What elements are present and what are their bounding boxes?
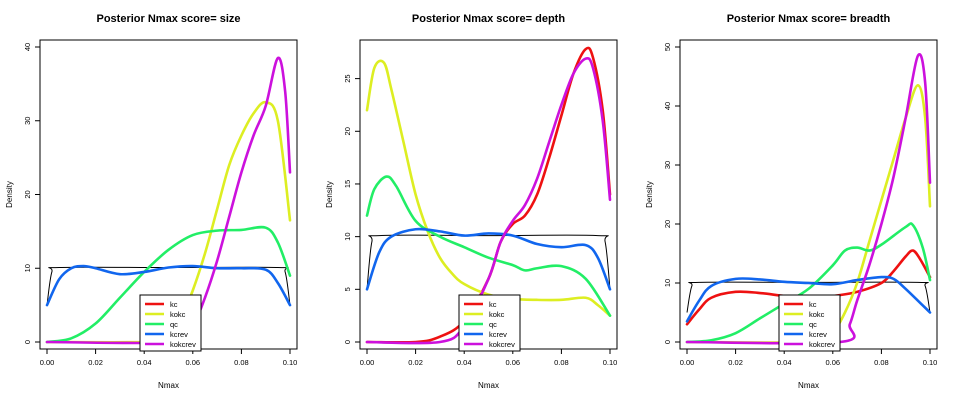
y-axis-title: Density	[5, 181, 14, 208]
legend-label-kcrev: kcrev	[489, 330, 507, 339]
y-tick-label: 40	[23, 43, 32, 51]
y-tick-label: 30	[23, 117, 32, 125]
y-axis-title: Density	[645, 181, 654, 208]
y-axis-title: Density	[325, 181, 334, 208]
legend-label-qc: qc	[809, 320, 817, 329]
y-tick-label: 20	[23, 190, 32, 198]
x-tick-label: 0.04	[457, 358, 472, 367]
x-tick-label: 0.08	[234, 358, 249, 367]
series-line-qc	[685, 222, 932, 344]
legend-label-kokc: kokc	[489, 310, 505, 319]
reference-line	[366, 234, 611, 290]
x-tick-label: 0.02	[88, 358, 103, 367]
series-line-kokc	[365, 59, 612, 317]
chart-panel-3: Posterior Nmax score= breadth 0.00 0.02 0.0…	[645, 13, 938, 390]
y-tick-label: 0	[663, 340, 672, 344]
x-axis-title: Nmax	[798, 381, 819, 390]
x-tick-label: 0.06	[185, 358, 200, 367]
x-axis-title: Nmax	[158, 381, 179, 390]
legend-label-kc: kc	[489, 300, 497, 309]
y-tick-label: 50	[663, 43, 672, 51]
legend-label-kokcrev: kokcrev	[489, 340, 515, 349]
x-tick-label: 0.04	[137, 358, 152, 367]
y-tick-label: 5	[343, 287, 352, 291]
legend-label-kc: kc	[809, 300, 817, 309]
x-tick-label: 0.00	[360, 358, 375, 367]
legend-label-kokc: kokc	[809, 310, 825, 319]
series-line-kcrev	[45, 264, 292, 307]
legend-label-kokcrev: kokcrev	[809, 340, 835, 349]
chart-title: Posterior Nmax score= size	[97, 13, 241, 25]
legend-label-kokc: kokc	[170, 310, 186, 319]
x-tick-label: 0.06	[505, 358, 520, 367]
legend-label-kc: kc	[170, 300, 178, 309]
series-line-qc	[45, 225, 292, 344]
y-tick-label: 40	[663, 102, 672, 110]
x-tick-label: 0.02	[728, 358, 743, 367]
y-tick-label: 10	[343, 232, 352, 240]
series-line-kcrev	[685, 275, 932, 323]
series-line-kc	[365, 46, 612, 344]
y-tick-label: 20	[343, 127, 352, 135]
legend-label-kcrev: kcrev	[809, 330, 827, 339]
y-tick-label: 25	[343, 74, 352, 82]
y-tick-label: 0	[23, 340, 32, 344]
x-axis-title: Nmax	[478, 381, 499, 390]
chart-title: Posterior Nmax score= breadth	[727, 13, 891, 25]
chart-title: Posterior Nmax score= depth	[412, 13, 565, 25]
chart-panel-2: Posterior Nmax score= depth 0.00 0.02 0.04 0…	[325, 13, 618, 390]
y-tick-label: 10	[23, 264, 32, 272]
x-tick-label: 0.10	[923, 358, 938, 367]
series-line-kcrev	[365, 227, 612, 291]
x-tick-label: 0.08	[554, 358, 569, 367]
x-tick-label: 0.10	[603, 358, 618, 367]
y-tick-label: 0	[343, 340, 352, 344]
x-tick-label: 0.10	[283, 358, 298, 367]
x-tick-label: 0.02	[408, 358, 423, 367]
x-tick-label: 0.08	[874, 358, 889, 367]
x-tick-label: 0.06	[825, 358, 840, 367]
y-tick-label: 30	[663, 161, 672, 169]
x-tick-label: 0.00	[40, 358, 55, 367]
legend-label-qc: qc	[170, 320, 178, 329]
legend-label-qc: qc	[489, 320, 497, 329]
legend-label-kokcrev: kokcrev	[170, 340, 196, 349]
x-tick-label: 0.00	[680, 358, 695, 367]
chart-panel-1: Posterior Nmax score= size 0.00 0.02 0.04 0.…	[5, 13, 298, 390]
x-tick-label: 0.04	[777, 358, 792, 367]
series-line-qc	[365, 175, 612, 317]
legend-label-kcrev: kcrev	[170, 330, 188, 339]
series-line-kokcrev	[685, 53, 932, 345]
y-tick-label: 15	[343, 180, 352, 188]
y-tick-label: 20	[663, 220, 672, 228]
y-tick-label: 10	[663, 279, 672, 287]
